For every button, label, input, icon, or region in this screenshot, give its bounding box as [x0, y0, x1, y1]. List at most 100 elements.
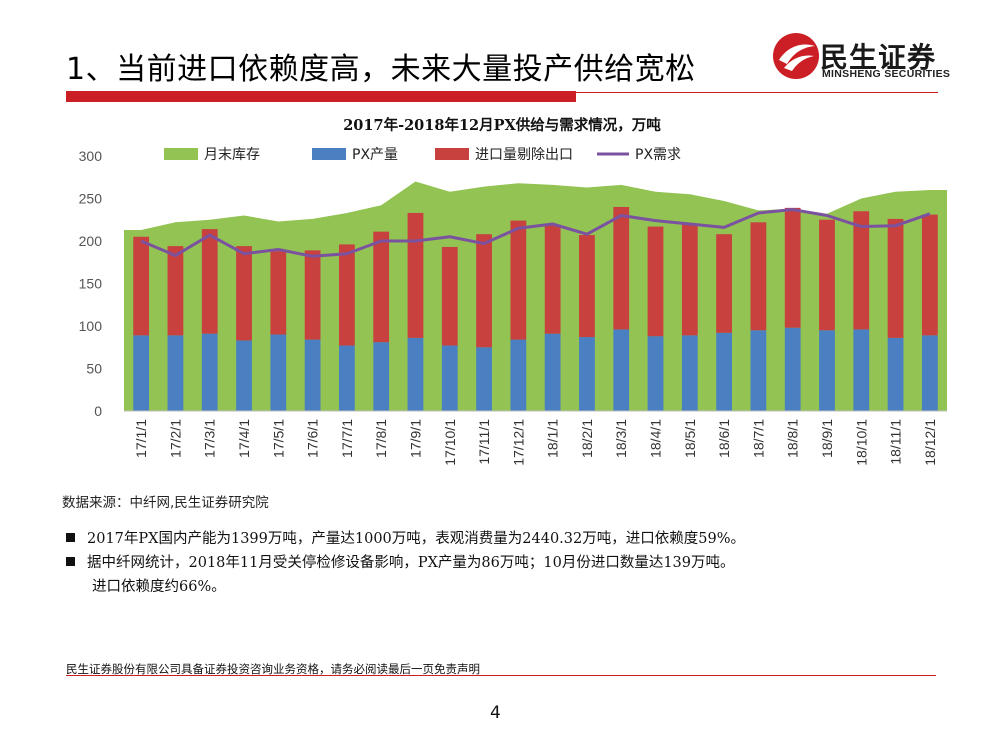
net-import-bar — [750, 222, 767, 331]
production-bar — [579, 337, 595, 411]
production-bar — [613, 329, 630, 411]
y-tick-label: 100 — [79, 318, 103, 334]
production-bar — [167, 335, 184, 411]
net-import-bar — [921, 214, 938, 336]
data-source: 数据来源：中纤网,民生证券研究院 — [62, 495, 269, 511]
y-tick-label: 0 — [94, 403, 102, 419]
production-bar — [201, 333, 218, 411]
net-import-bar — [339, 244, 355, 346]
net-import-bar — [819, 219, 835, 331]
net-import-bar — [544, 224, 561, 334]
footer-rule — [66, 675, 936, 676]
title-underline-thick — [66, 91, 576, 102]
net-import-bar — [304, 250, 321, 340]
x-tick-label: 17/6/1 — [305, 419, 321, 458]
x-tick-label: 17/2/1 — [167, 419, 183, 458]
net-import-bar — [784, 207, 801, 328]
x-tick-label: 17/4/1 — [236, 419, 252, 458]
y-tick-label: 200 — [79, 233, 103, 249]
px-supply-demand-chart: 2017年-2018年12月PX供给与需求情况，万吨 0 50 100 150 200 25… — [79, 116, 947, 466]
page-number: 4 — [490, 703, 501, 723]
net-import-bar — [201, 229, 218, 334]
production-bar — [921, 335, 938, 411]
production-bar — [750, 330, 767, 411]
bullet-continuation: 进口依赖度约66%。 — [92, 579, 226, 595]
legend-swatch — [435, 148, 469, 160]
x-tick-label: 18/10/1 — [853, 419, 869, 466]
brand-logo: 民生证券 MINSHENG SECURITIES — [770, 30, 970, 86]
legend-label: 进口量剔除出口 — [475, 147, 573, 163]
y-tick-label: 250 — [79, 191, 103, 207]
x-tick-label: 17/12/1 — [510, 419, 526, 466]
title-underline-thin — [576, 92, 938, 93]
chart-title: 2017年-2018年12月PX供给与需求情况，万吨 — [343, 116, 661, 134]
net-import-bar — [407, 212, 424, 338]
chart-container: 2017年-2018年12月PX供给与需求情况，万吨 0 50 100 150 200 25… — [52, 108, 952, 486]
net-import-bar — [441, 246, 458, 346]
bullet-text: 据中纤网统计，2018年11月受关停检修设备影响，PX产量为86万吨；10月份进… — [87, 555, 735, 571]
x-tick-label: 17/11/1 — [476, 419, 492, 465]
net-import-bar — [476, 234, 492, 348]
net-import-bar — [270, 251, 287, 335]
production-bar — [133, 335, 150, 411]
x-tick-label: 18/2/1 — [579, 419, 595, 458]
net-import-bar — [236, 246, 252, 341]
logo-name-en: MINSHENG SECURITIES — [822, 68, 951, 80]
disclaimer: 民生证券股份有限公司具备证券投资咨询业务资格，请务必阅读最后一页免责声明 — [66, 662, 480, 676]
x-tick-label: 17/10/1 — [442, 419, 458, 466]
x-tick-label: 18/8/1 — [785, 419, 801, 458]
bullet-square-icon — [66, 557, 75, 566]
net-import-bar — [373, 231, 390, 343]
legend-swatch — [164, 148, 198, 160]
x-tick-label: 18/12/1 — [922, 419, 938, 466]
production-bar — [236, 340, 252, 411]
production-bar — [819, 330, 835, 411]
x-tick-label: 17/8/1 — [373, 419, 389, 458]
production-bar — [304, 339, 321, 411]
legend-label: PX需求 — [635, 147, 681, 163]
production-bar — [339, 345, 355, 411]
x-tick-label: 18/6/1 — [716, 419, 732, 458]
logo-name-cn: 民生证券 — [820, 41, 937, 74]
production-bar — [373, 342, 390, 411]
x-tick-label: 18/11/1 — [888, 419, 904, 465]
net-import-bar — [579, 235, 595, 338]
net-import-bar — [167, 246, 184, 336]
x-tick-label: 18/5/1 — [682, 419, 698, 458]
production-bar — [407, 337, 424, 411]
production-bar — [853, 329, 870, 411]
x-tick-label: 17/7/1 — [339, 419, 355, 458]
slide-title: 1、当前进口依赖度高，未来大量投产供给宽松 — [66, 52, 696, 87]
x-tick-label: 18/7/1 — [750, 419, 766, 458]
net-import-bar — [133, 236, 150, 336]
y-tick-label: 50 — [86, 361, 102, 377]
x-tick-label: 18/1/1 — [545, 419, 561, 458]
production-bar — [887, 337, 904, 411]
net-import-bar — [887, 218, 904, 338]
bullet-item: 2017年PX国内产能为1399万吨，产量达1000万吨，表观消费量为2440.… — [66, 527, 745, 548]
x-tick-label: 17/9/1 — [407, 419, 423, 458]
production-bar — [716, 332, 732, 411]
bullet-item: 据中纤网统计，2018年11月受关停检修设备影响，PX产量为86万吨；10月份进… — [66, 551, 735, 572]
production-bar — [476, 347, 492, 411]
bullet-text: 2017年PX国内产能为1399万吨，产量达1000万吨，表观消费量为2440.… — [87, 531, 745, 547]
net-import-bar — [613, 207, 630, 330]
x-tick-label: 18/4/1 — [648, 419, 664, 458]
legend-label: 月末库存 — [204, 147, 260, 163]
net-import-bar — [716, 234, 732, 333]
legend-swatch — [312, 148, 346, 160]
production-bar — [647, 336, 664, 411]
inventory-area — [124, 181, 947, 411]
net-import-bar — [510, 220, 527, 340]
production-bar — [270, 334, 287, 411]
production-bar — [784, 327, 801, 411]
net-import-bar — [681, 224, 698, 336]
minsheng-logo-icon — [773, 33, 819, 79]
y-tick-label: 150 — [79, 276, 103, 292]
x-tick-label: 17/1/1 — [133, 419, 149, 458]
production-bar — [510, 339, 527, 411]
legend-label: PX产量 — [352, 147, 398, 163]
net-import-bar — [853, 211, 870, 330]
x-tick-label: 17/3/1 — [202, 419, 218, 458]
production-bar — [544, 333, 561, 411]
